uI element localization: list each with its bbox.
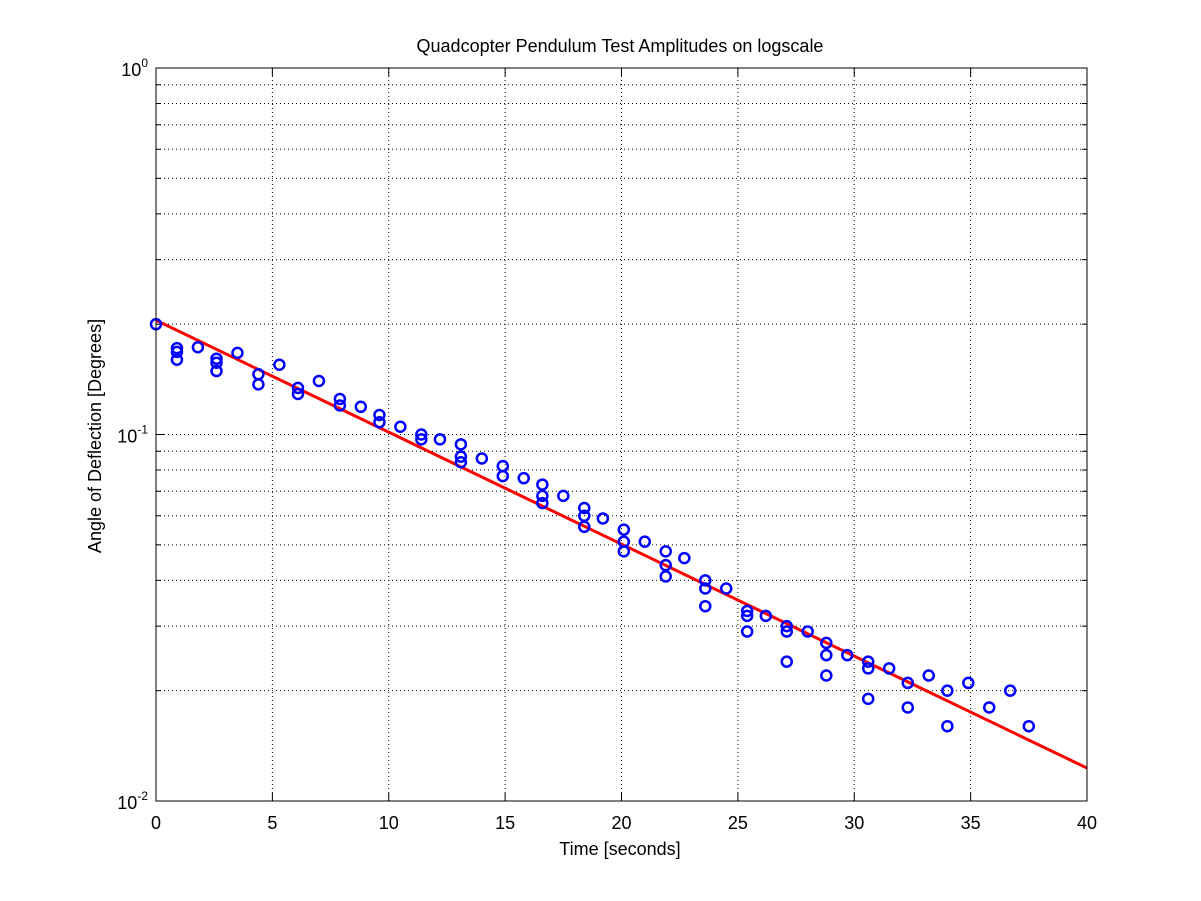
data-point [861,692,875,706]
data-point [740,604,754,618]
x-tick-label: 20 [611,813,631,833]
data-point [617,545,631,558]
axes-background [156,68,1087,801]
data-point [291,381,305,395]
data-point [578,501,591,515]
data-point [740,625,754,638]
data-point [982,701,996,714]
data-point [291,387,305,401]
data-point [394,420,407,433]
data-point [617,523,631,536]
x-tick-label: 35 [961,813,981,833]
data-point [333,392,347,406]
data-point [454,438,468,451]
data-point [354,400,368,414]
axes-frame [155,67,1088,802]
data-point [170,345,184,359]
data-point [252,378,265,391]
data-point [1022,719,1036,733]
data-point [433,433,447,446]
data-point [659,545,672,558]
x-tick-label: 30 [844,813,864,833]
data-point [780,655,794,668]
x-tick-label: 5 [267,813,277,833]
data-point [740,609,754,623]
data-point [517,471,530,485]
data-point [882,662,896,675]
data-point [901,701,915,714]
data-point [596,512,610,525]
data-point [801,625,814,638]
data-point [659,570,672,583]
data-point [941,719,954,733]
data-point [861,662,875,675]
data-point [557,489,570,503]
data-point [780,619,794,633]
data-point [536,489,549,503]
data-point [210,356,223,369]
data-point [820,669,833,682]
data-point [210,352,223,365]
x-axis-label: Time [seconds] [559,839,680,859]
data-point [678,551,691,565]
chart-title: Quadcopter Pendulum Test Amplitudes on l… [417,36,824,56]
data-point [578,520,591,534]
data-point [415,428,428,441]
data-point [415,433,428,446]
data-point [841,648,854,662]
data-point [454,450,468,463]
data-point [454,456,468,469]
x-tick-label: 40 [1077,813,1097,833]
data-point [861,655,875,668]
data-point [1003,684,1017,697]
data-point [373,416,386,429]
data-point [820,636,833,650]
fit-line [155,318,1088,770]
data-point [699,582,712,595]
x-tick-label: 10 [379,813,399,833]
tick-labels: 0 5 10 15 20 25 30 35 40 100 10-1 10-2 [117,56,1097,833]
data-point [699,574,712,587]
data-point [759,609,773,623]
data-point [820,648,833,662]
data-point [719,582,733,595]
data-point [231,346,244,360]
data-point [191,341,205,354]
data-point [373,408,386,422]
y-axis-label: Angle of Deflection [Degrees] [85,319,105,553]
data-point [312,374,326,388]
data-point [210,364,223,378]
data-point [496,469,510,483]
data-point [941,684,954,697]
series [149,317,1088,770]
data-point [780,625,794,638]
data-point [273,358,286,371]
x-tick-label: 25 [728,813,748,833]
y-tick-label: 100 [121,56,148,80]
data-point [962,676,975,690]
data-point [333,399,347,412]
data-point [536,496,549,510]
x-tick-label: 15 [495,813,515,833]
data-point [922,669,935,682]
x-tick-label: 0 [151,813,161,833]
data-point [901,676,915,690]
y-tick-label: 10-1 [117,423,148,447]
data-point [536,478,549,491]
data-point [699,599,712,613]
y-tick-label: 10-2 [117,789,148,813]
data-point [170,353,184,366]
data-point [638,535,652,548]
data-point [475,452,489,465]
